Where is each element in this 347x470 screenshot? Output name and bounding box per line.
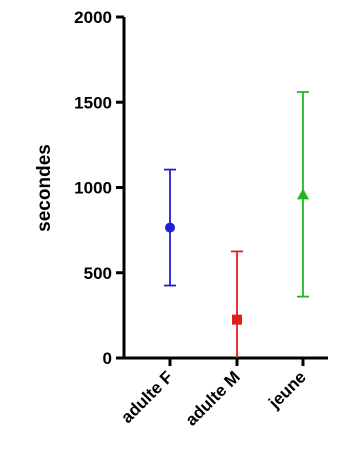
mean-point-circle (165, 222, 175, 233)
x-tick-label: adulte F (117, 367, 177, 427)
y-axis-title: secondes (34, 144, 55, 232)
error-bar-series (164, 91, 309, 358)
mean-point-square (232, 314, 242, 325)
y-axis-ticks: 0 500 1000 1500 2000 (74, 8, 124, 368)
y-tick-label: 1000 (74, 179, 112, 198)
error-bar-adulte-F (164, 168, 176, 287)
error-bar-adulte-M (231, 250, 243, 358)
error-bar-jeune (297, 91, 309, 298)
y-tick-label: 500 (84, 264, 112, 283)
mean-point-triangle (297, 188, 309, 200)
y-tick-label: 0 (103, 349, 112, 368)
x-tick-label: adulte M (182, 367, 244, 429)
y-tick-label: 2000 (74, 8, 112, 27)
x-tick-label: jeune (264, 367, 310, 413)
y-tick-label: 1500 (74, 93, 112, 112)
